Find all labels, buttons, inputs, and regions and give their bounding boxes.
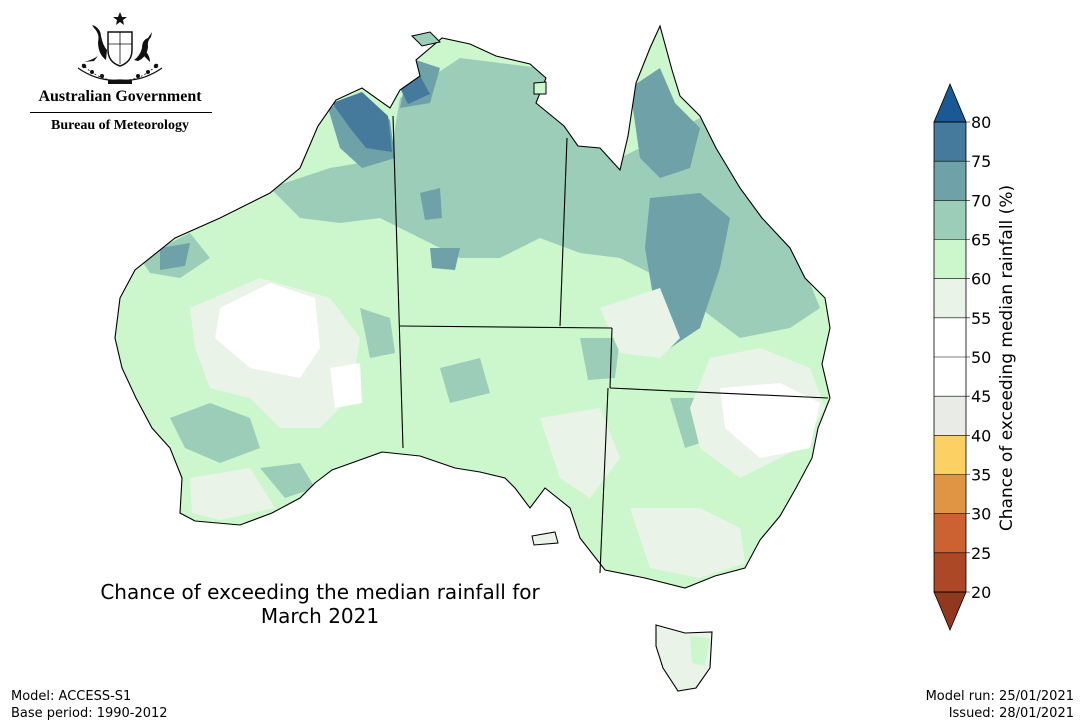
colorbar-bin bbox=[934, 239, 966, 279]
coat-of-arms-logo bbox=[77, 12, 163, 84]
mainland-coastline bbox=[114, 24, 831, 589]
colorbar-tick-label: 40 bbox=[971, 426, 991, 445]
footer-right: Model run: 25/01/2021 Issued: 28/01/2021 bbox=[926, 688, 1074, 722]
colorbar-bin bbox=[934, 317, 966, 357]
colorbar-tick-label: 75 bbox=[971, 152, 991, 171]
issued-label: Issued: 28/01/2021 bbox=[948, 706, 1074, 721]
colorbar-tick-label: 65 bbox=[971, 231, 991, 250]
colorbar-bin bbox=[934, 474, 966, 514]
tiwi-islands bbox=[411, 31, 441, 47]
colorbar-under-arrow bbox=[933, 591, 967, 632]
model-run-label: Model run: 25/01/2021 bbox=[925, 689, 1074, 704]
agency-title: Bureau of Meteorology bbox=[51, 118, 189, 133]
colorbar-bin bbox=[934, 513, 966, 553]
colorbar-tick-label: 80 bbox=[971, 113, 991, 132]
colorbar-tick-label: 60 bbox=[971, 270, 991, 289]
government-title: Australian Government bbox=[38, 88, 202, 105]
groote-eylandt bbox=[533, 81, 547, 95]
probability-colorbar: 20 25 30 35 40 45 50 55 60 65 70 75 80 bbox=[933, 82, 991, 632]
colorbar-tick-label: 55 bbox=[971, 309, 991, 328]
logo-divider bbox=[30, 112, 212, 113]
map-title-line2: March 2021 bbox=[260, 604, 380, 628]
colorbar-tick-label: 45 bbox=[971, 387, 991, 406]
australia-rainfall-map bbox=[114, 24, 831, 692]
colorbar-bin bbox=[934, 552, 966, 592]
colorbar-bin bbox=[934, 278, 966, 318]
state-borders bbox=[392, 115, 829, 574]
colorbar-label: Chance of exceeding median rainfall (%) bbox=[997, 184, 1017, 532]
colorbar-tick-label: 20 bbox=[971, 583, 991, 602]
colorbar-tick-label: 50 bbox=[971, 348, 991, 367]
colorbar-bin bbox=[934, 396, 966, 436]
colorbar-bin bbox=[934, 161, 966, 201]
colorbar-tick-label: 70 bbox=[971, 191, 991, 210]
map-title-line1: Chance of exceeding the median rainfall … bbox=[100, 580, 540, 604]
kangaroo-island bbox=[531, 531, 559, 546]
model-label: Model: ACCESS-S1 bbox=[11, 689, 132, 704]
colorbar-bin bbox=[934, 435, 966, 475]
footer-left: Model: ACCESS-S1 Base period: 1990-2012 bbox=[11, 688, 168, 722]
colorbar-bin bbox=[934, 200, 966, 240]
colorbar-bin bbox=[934, 122, 966, 162]
base-period-label: Base period: 1990-2012 bbox=[11, 706, 168, 721]
colorbar-tick-label: 25 bbox=[971, 544, 991, 563]
colorbar-tick-label: 30 bbox=[971, 505, 991, 524]
colorbar-bin bbox=[934, 357, 966, 397]
colorbar-over-arrow bbox=[933, 82, 967, 123]
map-title: Chance of exceeding the median rainfall … bbox=[70, 580, 570, 628]
colorbar-tick-label: 35 bbox=[971, 466, 991, 485]
